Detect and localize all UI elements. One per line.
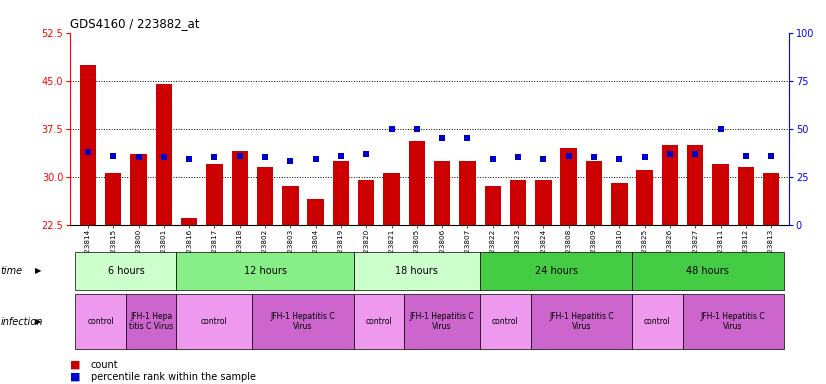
Bar bbox=[738, 167, 754, 225]
Text: JFH-1 Hepa
titis C Virus: JFH-1 Hepa titis C Virus bbox=[129, 312, 173, 331]
Text: control: control bbox=[366, 317, 392, 326]
Bar bbox=[177, 294, 253, 349]
Point bbox=[183, 156, 196, 162]
Bar bbox=[561, 148, 577, 225]
Point bbox=[511, 154, 525, 161]
Text: time: time bbox=[1, 266, 23, 276]
Bar bbox=[535, 180, 552, 225]
Text: percentile rank within the sample: percentile rank within the sample bbox=[91, 372, 256, 382]
Text: JFH-1 Hepatitis C
Virus: JFH-1 Hepatitis C Virus bbox=[700, 312, 766, 331]
Bar bbox=[687, 145, 704, 225]
Bar bbox=[75, 294, 126, 349]
Bar bbox=[105, 174, 121, 225]
Text: JFH-1 Hepatitis C
Virus: JFH-1 Hepatitis C Virus bbox=[549, 312, 614, 331]
Bar bbox=[712, 164, 729, 225]
Text: control: control bbox=[201, 317, 228, 326]
Point bbox=[385, 126, 398, 132]
Point bbox=[765, 152, 778, 159]
Bar bbox=[354, 294, 404, 349]
Text: JFH-1 Hepatitis C
Virus: JFH-1 Hepatitis C Virus bbox=[271, 312, 335, 331]
Text: control: control bbox=[88, 317, 114, 326]
Point bbox=[689, 151, 702, 157]
Point bbox=[587, 154, 601, 161]
Point bbox=[107, 152, 120, 159]
Bar bbox=[531, 294, 632, 349]
Bar bbox=[682, 294, 784, 349]
Bar bbox=[662, 145, 678, 225]
Point bbox=[233, 152, 246, 159]
Bar bbox=[485, 186, 501, 225]
Point bbox=[259, 154, 272, 161]
Point bbox=[411, 126, 424, 132]
Text: ▶: ▶ bbox=[35, 317, 41, 326]
Point bbox=[435, 135, 449, 141]
Point bbox=[335, 152, 348, 159]
Bar bbox=[586, 161, 602, 225]
Bar bbox=[79, 65, 96, 225]
Point bbox=[537, 156, 550, 162]
Text: count: count bbox=[91, 360, 118, 370]
Bar bbox=[611, 183, 628, 225]
Bar bbox=[459, 161, 476, 225]
Bar bbox=[282, 186, 298, 225]
Bar bbox=[181, 218, 197, 225]
Bar bbox=[257, 167, 273, 225]
Text: control: control bbox=[492, 317, 519, 326]
Bar bbox=[404, 294, 480, 349]
Point bbox=[714, 126, 727, 132]
Bar bbox=[131, 154, 147, 225]
Bar bbox=[206, 164, 223, 225]
Bar bbox=[333, 161, 349, 225]
Text: 12 hours: 12 hours bbox=[244, 266, 287, 276]
Bar bbox=[177, 252, 354, 290]
Bar bbox=[383, 174, 400, 225]
Text: control: control bbox=[644, 317, 671, 326]
Point bbox=[359, 151, 373, 157]
Bar bbox=[231, 151, 248, 225]
Point bbox=[284, 158, 297, 164]
Bar bbox=[354, 252, 480, 290]
Point bbox=[461, 135, 474, 141]
Point bbox=[208, 154, 221, 161]
Bar bbox=[434, 161, 450, 225]
Bar bbox=[636, 170, 653, 225]
Point bbox=[739, 152, 752, 159]
Text: 24 hours: 24 hours bbox=[534, 266, 577, 276]
Text: 18 hours: 18 hours bbox=[396, 266, 439, 276]
Bar bbox=[253, 294, 354, 349]
Bar bbox=[358, 180, 374, 225]
Point bbox=[562, 152, 575, 159]
Point bbox=[157, 154, 170, 161]
Bar bbox=[632, 252, 784, 290]
Bar bbox=[510, 180, 526, 225]
Bar bbox=[480, 252, 632, 290]
Text: ■: ■ bbox=[70, 372, 81, 382]
Bar bbox=[307, 199, 324, 225]
Point bbox=[309, 156, 322, 162]
Point bbox=[613, 156, 626, 162]
Text: ▶: ▶ bbox=[35, 266, 41, 275]
Point bbox=[663, 151, 676, 157]
Point bbox=[487, 156, 500, 162]
Text: ■: ■ bbox=[70, 360, 81, 370]
Text: JFH-1 Hepatitis C
Virus: JFH-1 Hepatitis C Virus bbox=[410, 312, 474, 331]
Bar bbox=[480, 294, 531, 349]
Bar bbox=[126, 294, 177, 349]
Text: GDS4160 / 223882_at: GDS4160 / 223882_at bbox=[70, 17, 200, 30]
Text: 6 hours: 6 hours bbox=[107, 266, 145, 276]
Bar bbox=[155, 84, 172, 225]
Text: 48 hours: 48 hours bbox=[686, 266, 729, 276]
Bar bbox=[763, 174, 780, 225]
Point bbox=[638, 154, 651, 161]
Bar bbox=[75, 252, 177, 290]
Bar bbox=[632, 294, 682, 349]
Point bbox=[132, 154, 145, 161]
Text: infection: infection bbox=[1, 316, 43, 327]
Bar bbox=[409, 141, 425, 225]
Point bbox=[81, 149, 94, 155]
